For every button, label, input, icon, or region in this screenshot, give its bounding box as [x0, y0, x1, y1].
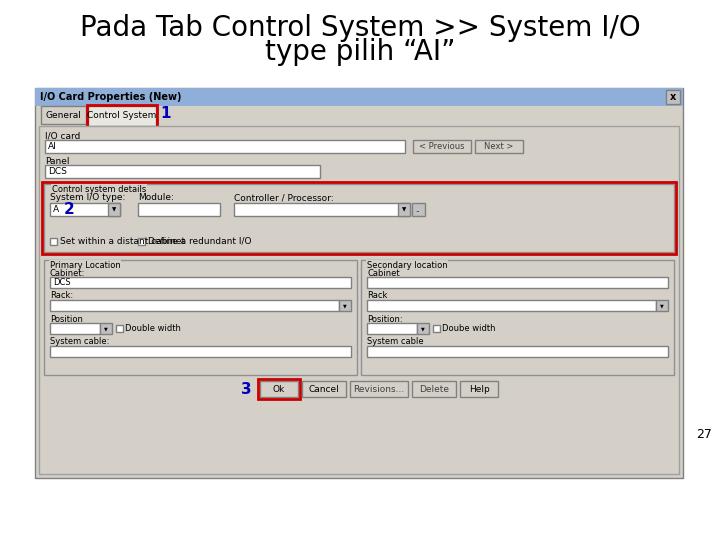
Text: Double width: Double width	[125, 324, 181, 333]
Bar	[339, 300, 351, 311]
Bar	[367, 346, 668, 357]
Text: Help: Help	[469, 384, 490, 394]
Bar	[108, 203, 120, 216]
Bar	[44, 184, 674, 252]
Bar	[138, 203, 220, 216]
Bar	[100, 323, 112, 334]
Text: AI: AI	[48, 142, 57, 151]
Text: ▼: ▼	[104, 326, 108, 331]
Text: 1: 1	[160, 106, 171, 122]
Text: < Previous: < Previous	[419, 142, 464, 151]
Text: ▼: ▼	[112, 207, 116, 212]
Bar	[475, 140, 523, 153]
Bar	[116, 325, 123, 332]
Bar	[361, 260, 674, 375]
Text: Primary Location: Primary Location	[50, 261, 121, 270]
Bar	[50, 238, 57, 245]
Bar	[41, 106, 86, 124]
Text: DCS: DCS	[48, 167, 67, 176]
Bar	[50, 277, 351, 288]
Bar	[302, 381, 346, 397]
Bar	[87, 105, 157, 127]
Text: x: x	[670, 92, 676, 102]
Text: ▼: ▼	[343, 303, 347, 308]
Text: A: A	[53, 205, 59, 214]
Text: ▼: ▼	[402, 207, 406, 212]
Bar	[398, 203, 410, 216]
Bar	[350, 381, 408, 397]
Text: Rack: Rack	[367, 292, 387, 300]
Bar	[50, 203, 120, 216]
Bar	[234, 203, 410, 216]
Bar	[39, 126, 679, 474]
Text: Cancel: Cancel	[309, 384, 339, 394]
Text: Controller / Processor:: Controller / Processor:	[234, 193, 333, 202]
Text: Next >: Next >	[485, 142, 513, 151]
Text: DCS: DCS	[53, 278, 71, 287]
Bar	[45, 140, 405, 153]
Bar	[367, 323, 417, 334]
Bar	[50, 300, 339, 311]
Text: Control System: Control System	[87, 111, 157, 119]
Text: 3: 3	[241, 381, 252, 396]
Bar	[258, 379, 300, 399]
Text: Secondary location: Secondary location	[367, 261, 448, 270]
Text: type pilih “AI”: type pilih “AI”	[265, 38, 455, 66]
Bar	[260, 381, 298, 397]
Text: Rack:: Rack:	[50, 292, 73, 300]
Bar	[412, 381, 456, 397]
Text: System cable:: System cable:	[50, 338, 109, 347]
Text: Pada Tab Control System >> System I/O: Pada Tab Control System >> System I/O	[80, 14, 640, 42]
Text: Panel: Panel	[45, 157, 70, 165]
Text: ▼: ▼	[421, 326, 425, 331]
Bar	[50, 346, 351, 357]
Bar	[413, 140, 471, 153]
Bar	[412, 203, 425, 216]
Bar	[45, 165, 320, 178]
Text: Delete: Delete	[419, 384, 449, 394]
Text: Ok: Ok	[273, 384, 285, 394]
Bar	[656, 300, 668, 311]
Bar	[433, 325, 440, 332]
Bar	[666, 90, 680, 104]
Bar	[367, 277, 668, 288]
Text: Module:: Module:	[138, 193, 174, 202]
Text: System I/O type:: System I/O type:	[50, 193, 125, 202]
Text: ▼: ▼	[660, 303, 664, 308]
Bar	[35, 88, 683, 478]
Text: Set within a distant cabinet: Set within a distant cabinet	[60, 237, 185, 246]
Bar	[35, 88, 683, 106]
Text: I/O Card Properties (New): I/O Card Properties (New)	[40, 92, 181, 102]
Text: Cabinet:: Cabinet:	[50, 268, 86, 278]
Text: Doube width: Doube width	[442, 324, 495, 333]
Text: Revisions...: Revisions...	[354, 384, 405, 394]
Text: 27: 27	[696, 429, 712, 442]
Bar	[88, 106, 156, 126]
Text: General: General	[45, 111, 81, 119]
Bar	[44, 260, 357, 375]
Bar	[42, 182, 676, 254]
Bar	[50, 323, 100, 334]
Text: System cable: System cable	[367, 338, 423, 347]
Text: Position: Position	[50, 314, 83, 323]
Bar	[460, 381, 498, 397]
Text: 2: 2	[63, 202, 74, 217]
Text: Define a redundant I/O: Define a redundant I/O	[148, 237, 251, 246]
Bar	[138, 238, 145, 245]
Bar	[367, 300, 656, 311]
Text: Cabinet: Cabinet	[367, 268, 400, 278]
Text: ..: ..	[415, 206, 420, 213]
Bar	[417, 323, 429, 334]
Text: Position:: Position:	[367, 314, 402, 323]
Text: I/O card: I/O card	[45, 132, 81, 140]
Text: Control system details: Control system details	[52, 185, 146, 194]
